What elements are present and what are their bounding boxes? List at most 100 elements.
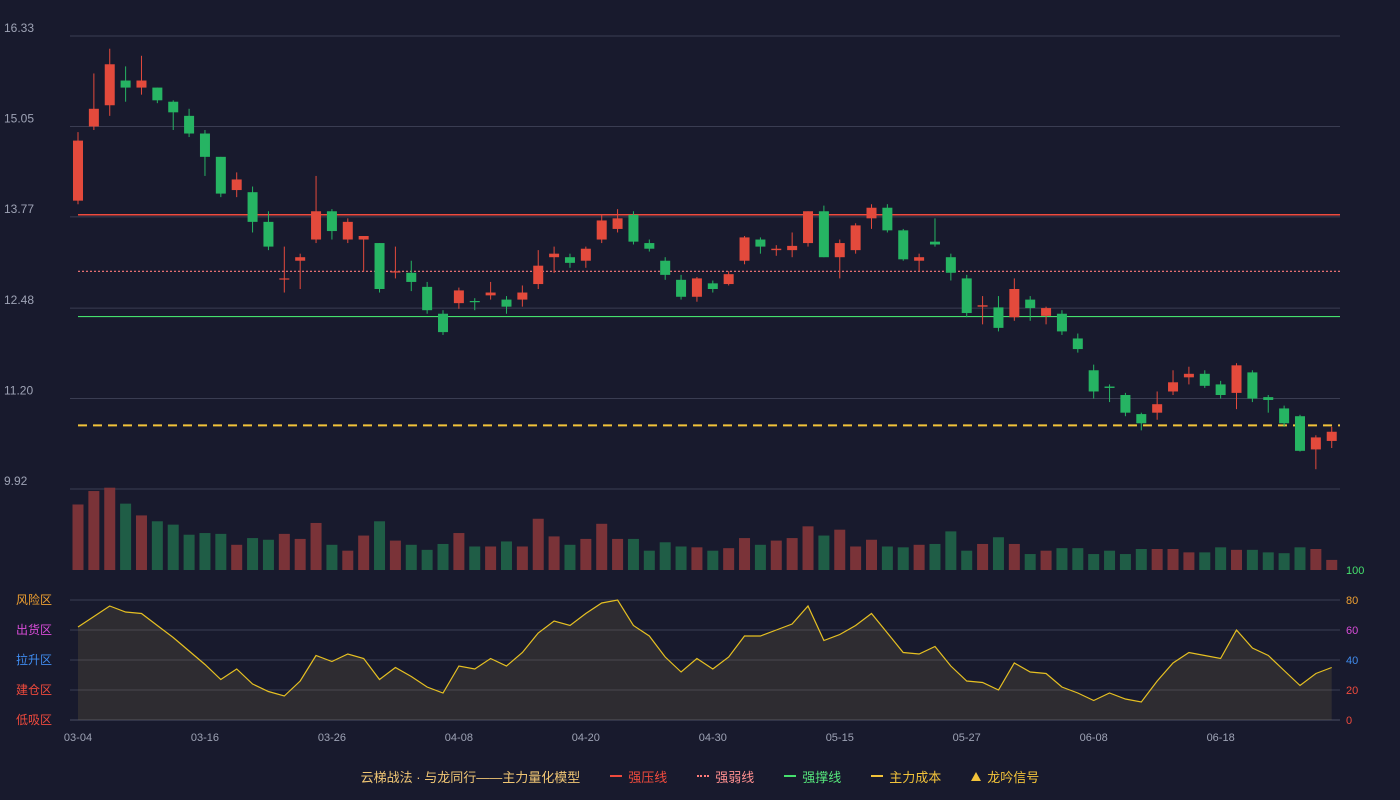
candle-body: [1263, 397, 1274, 400]
volume-bar: [167, 524, 179, 570]
volume-bar: [1199, 552, 1211, 570]
oscillator-tick-label: 40: [1346, 655, 1358, 667]
volume-bar: [120, 503, 132, 570]
volume-bar: [675, 546, 687, 570]
candle-body: [1279, 408, 1290, 424]
volume-bar: [1056, 548, 1068, 570]
candle-body: [612, 218, 623, 229]
volume-bar: [1104, 550, 1116, 570]
legend-swatch-main-cost: [871, 775, 884, 777]
volume-bar: [754, 544, 766, 570]
candle-body: [787, 245, 798, 251]
volume-bar: [1326, 559, 1338, 570]
candle-body: [882, 207, 893, 231]
candle-body: [1152, 404, 1163, 413]
zone-label: 低吸区: [16, 713, 52, 727]
candle-body: [676, 279, 687, 297]
zone-label: 拉升区: [16, 652, 52, 667]
legend-item-main-cost: 主力成本: [871, 767, 941, 786]
candle-body: [1199, 373, 1210, 386]
zone-label: 风险区: [16, 592, 52, 607]
candle-body: [691, 278, 702, 297]
candle-body: [707, 283, 718, 290]
candle-body: [644, 243, 655, 249]
candle-body: [549, 253, 560, 258]
volume-bar: [659, 542, 671, 570]
axis-labels: 16.33 15.05 13.77 12.48 11.20 9.92 100 80 60 40 20…: [4, 21, 1364, 744]
volume-bar: [945, 531, 957, 570]
oscillator-tick-label: 60: [1346, 625, 1358, 637]
oscillator-tick-label: 20: [1346, 685, 1358, 697]
x-tick-label: 03-16: [191, 732, 219, 744]
volume-bar: [310, 522, 322, 570]
zone-label: 出货区: [16, 622, 52, 637]
volume-bar: [580, 538, 592, 570]
volume-bar: [1183, 552, 1195, 570]
volume-bar: [1119, 554, 1131, 570]
volume-bar: [453, 533, 465, 570]
volume-bar: [135, 515, 147, 570]
volume-bar: [151, 521, 163, 570]
volume-bar: [786, 538, 798, 570]
legend-item-strong-pressure: 强压线: [610, 767, 667, 786]
volume-bar: [564, 544, 576, 570]
candle-body: [1088, 370, 1099, 392]
candle-body: [1215, 384, 1226, 396]
volume-bar: [532, 518, 544, 570]
volume-bar: [1278, 553, 1290, 570]
legend-label-support: 强撑线: [802, 769, 842, 785]
candle-body: [755, 239, 766, 247]
candle-body: [834, 243, 845, 258]
candle-body: [231, 179, 242, 191]
candle-body: [803, 211, 814, 244]
volume-bar: [818, 535, 830, 570]
candlestick-series: [73, 48, 1337, 470]
candle-body: [1136, 414, 1147, 424]
price-tick-label: 9.92: [4, 474, 28, 488]
candle-body: [168, 101, 179, 113]
x-tick-label: 04-08: [445, 732, 473, 744]
x-tick-label: 04-30: [699, 732, 727, 744]
candle-body: [977, 305, 988, 307]
oscillator-area: [78, 600, 1332, 720]
candle-body: [485, 292, 496, 296]
candle-body: [517, 292, 528, 300]
volume-bar: [1262, 552, 1274, 570]
candle-body: [88, 108, 99, 127]
x-tick-label: 03-26: [318, 732, 346, 744]
price-tick-label: 16.33: [4, 21, 34, 35]
volume-series: [72, 487, 1338, 570]
volume-bar: [992, 537, 1004, 570]
volume-bar: [802, 526, 814, 570]
level-lines: [78, 214, 1340, 427]
candle-body: [104, 64, 115, 106]
price-tick-label: 13.77: [4, 202, 34, 216]
volume-bar: [612, 538, 624, 570]
volume-bar: [1167, 549, 1179, 570]
oscillator-panel: [77, 599, 1332, 720]
candle-body: [263, 221, 274, 247]
candle-body: [818, 211, 829, 258]
volume-bar: [342, 550, 354, 570]
volume-bar: [548, 536, 560, 570]
candle-body: [898, 230, 909, 260]
volume-bar: [88, 491, 100, 570]
candle-body: [945, 257, 956, 273]
candle-body: [1326, 431, 1337, 441]
candle-body: [961, 278, 972, 314]
volume-bar: [866, 539, 877, 570]
volume-bar: [834, 529, 846, 570]
candle-body: [469, 301, 480, 303]
oscillator-line: [77, 599, 1332, 703]
candle-body: [501, 299, 512, 307]
candle-body: [406, 272, 417, 282]
x-tick-label: 05-15: [826, 732, 854, 744]
legend-label-main-cost: 主力成本: [889, 769, 942, 785]
price-tick-label: 12.48: [4, 293, 34, 307]
candle-body: [1056, 313, 1067, 332]
volume-bar: [199, 533, 211, 570]
candle-body: [850, 225, 861, 251]
x-tick-label: 05-27: [953, 732, 981, 744]
volume-bar: [723, 548, 735, 570]
x-tick-label: 06-08: [1080, 732, 1108, 744]
